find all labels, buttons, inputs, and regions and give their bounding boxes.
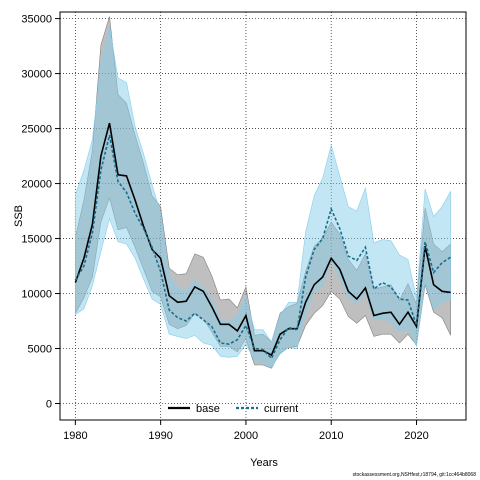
legend-label-base: base [196, 403, 220, 415]
y-tick-label-15000: 15000 [21, 234, 52, 246]
y-tick-label-25000: 25000 [21, 124, 52, 136]
y-tick-label-35000: 35000 [21, 14, 52, 26]
footer-text: stockassessment.org,NSHfest,r18794, git:… [353, 472, 477, 478]
uncertainty-bands [75, 16, 451, 369]
x-tick-label-1990: 1990 [148, 430, 172, 442]
x-tick-label-1980: 1980 [63, 430, 87, 442]
legend-label-current: current [264, 403, 298, 415]
band-current [75, 26, 451, 368]
x-axis: 1980 1990 2000 2010 2020 [63, 420, 429, 442]
legend: base current [168, 403, 298, 415]
y-tick-label-20000: 20000 [21, 179, 52, 191]
y-axis-title: SSB [13, 205, 25, 227]
series-lines [74, 122, 452, 360]
line-current [74, 135, 452, 360]
plot-frame [59, 11, 467, 421]
y-tick-label-0: 0 [46, 399, 52, 411]
y-tick-label-30000: 30000 [21, 69, 52, 81]
x-tick-label-2020: 2020 [404, 430, 428, 442]
x-axis-title: Years [250, 457, 278, 469]
y-tick-label-5000: 5000 [28, 344, 52, 356]
y-axis: 0 5000 10000 15000 20000 25000 30000 35000 [21, 14, 60, 411]
x-tick-label-2010: 2010 [319, 430, 343, 442]
y-tick-label-10000: 10000 [21, 289, 52, 301]
x-tick-label-2000: 2000 [234, 430, 258, 442]
